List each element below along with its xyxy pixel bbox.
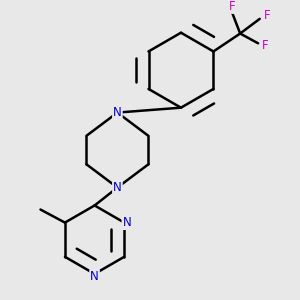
Text: N: N [113, 106, 122, 119]
Text: N: N [113, 181, 122, 194]
Text: F: F [264, 9, 270, 22]
Text: F: F [262, 39, 268, 52]
Text: F: F [229, 0, 235, 13]
Text: N: N [90, 270, 99, 283]
Text: N: N [122, 216, 131, 229]
